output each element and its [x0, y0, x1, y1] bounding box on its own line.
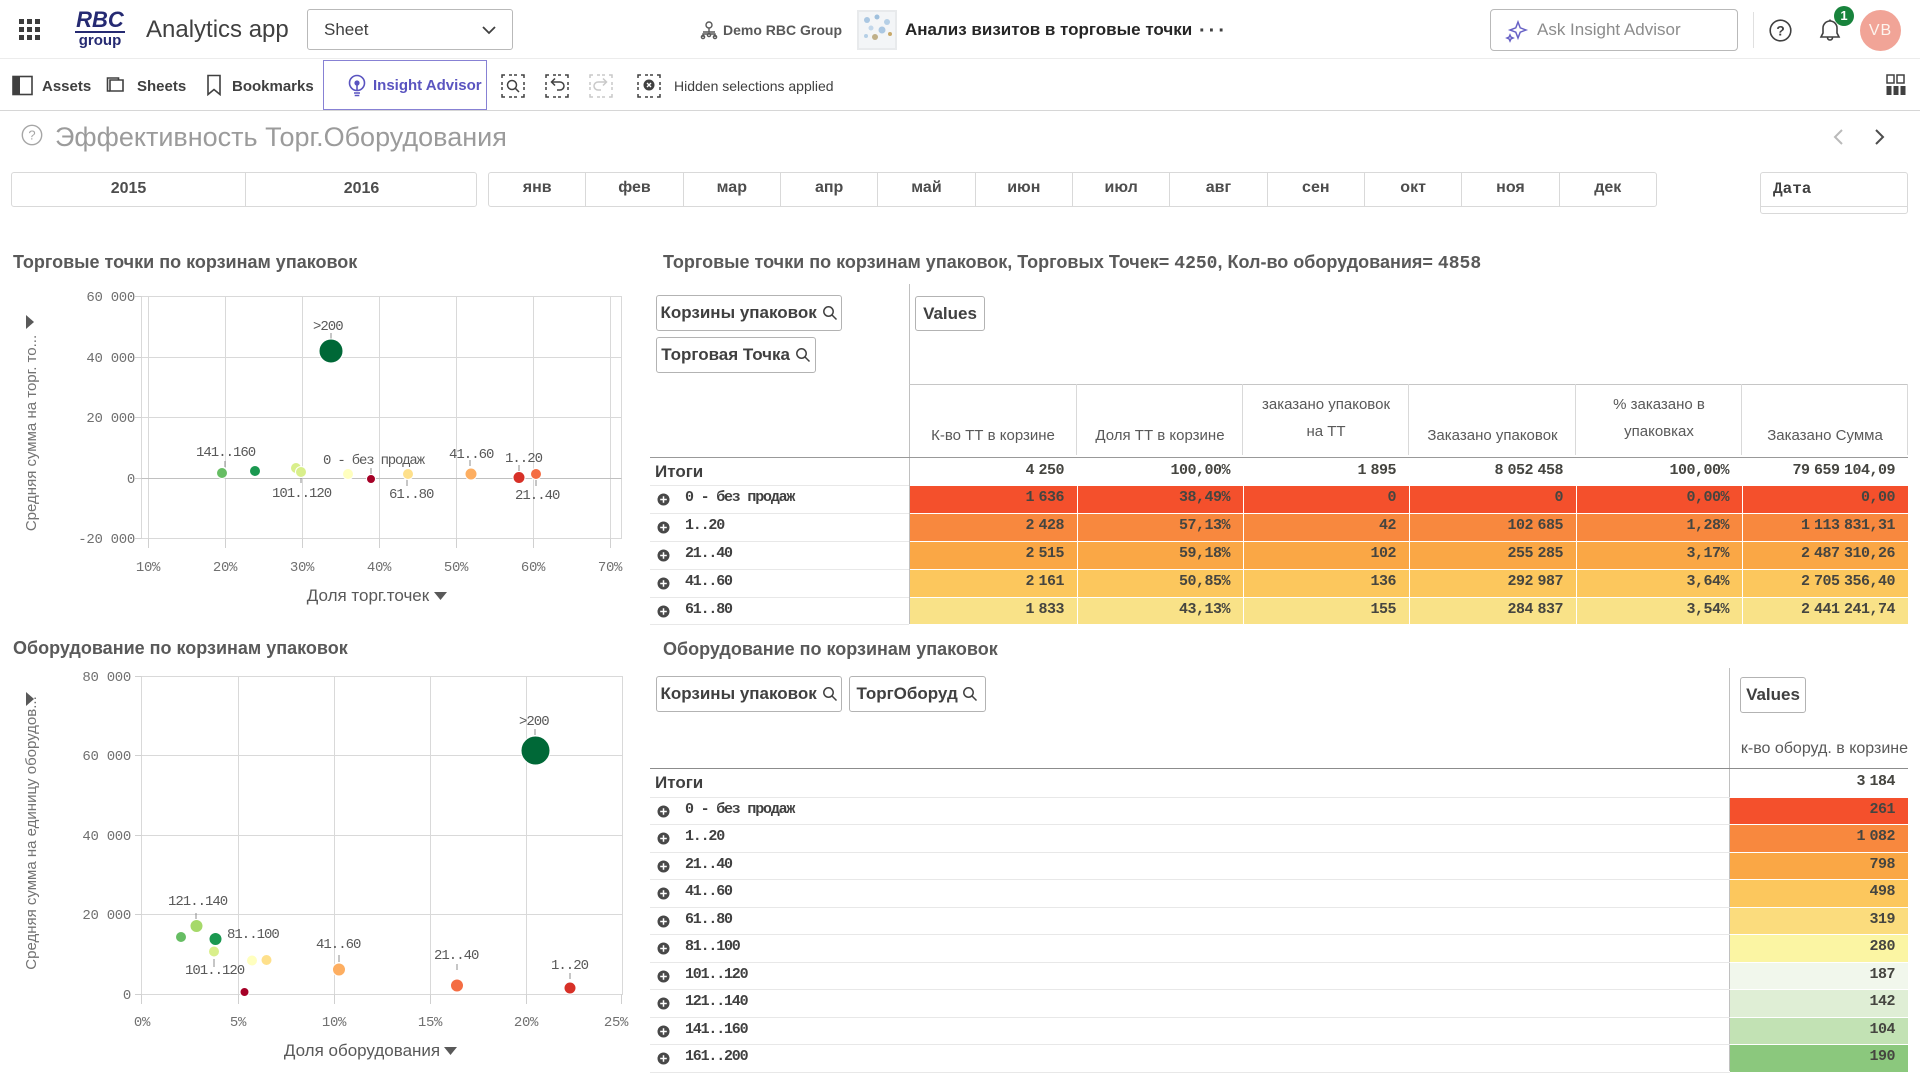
- svg-text:Средняя сумма на торг. то...: Средняя сумма на торг. то...: [23, 335, 40, 531]
- svg-text:1..20: 1..20: [551, 958, 589, 974]
- svg-text:101..120: 101..120: [272, 486, 332, 502]
- svg-text:20 000: 20 000: [86, 411, 135, 427]
- svg-text:10%: 10%: [322, 1015, 347, 1031]
- svg-text:30%: 30%: [290, 560, 315, 576]
- svg-text:60%: 60%: [521, 560, 546, 576]
- svg-text:>200: >200: [313, 319, 343, 335]
- svg-text:50%: 50%: [444, 560, 469, 576]
- svg-text:80 000: 80 000: [82, 670, 131, 686]
- svg-text:21..40: 21..40: [434, 948, 479, 964]
- svg-text:21..40: 21..40: [515, 488, 560, 504]
- svg-text:61..80: 61..80: [389, 487, 434, 503]
- svg-text:40%: 40%: [367, 560, 392, 576]
- svg-text:>200: >200: [519, 714, 549, 730]
- svg-text:Доля оборудования: Доля оборудования: [284, 1041, 440, 1060]
- svg-text:60 000: 60 000: [82, 749, 131, 765]
- svg-text:Средняя сумма на единицу обору: Средняя сумма на единицу оборудов...: [23, 696, 40, 969]
- svg-text:41..60: 41..60: [449, 447, 494, 463]
- svg-text:20%: 20%: [213, 560, 238, 576]
- svg-text:141..160: 141..160: [196, 445, 256, 461]
- svg-text:1..20: 1..20: [505, 451, 543, 467]
- svg-text:40 000: 40 000: [82, 829, 131, 845]
- svg-text:101..120: 101..120: [185, 963, 245, 979]
- svg-text:-20 000: -20 000: [78, 532, 135, 548]
- svg-text:0: 0: [127, 472, 135, 488]
- svg-text:121..140: 121..140: [168, 894, 228, 910]
- svg-text:0%: 0%: [134, 1015, 151, 1031]
- svg-text:5%: 5%: [230, 1015, 247, 1031]
- svg-text:Доля торг.точек: Доля торг.точек: [307, 586, 430, 605]
- svg-text:0: 0: [123, 988, 131, 1004]
- svg-text:Торговые точки по корзинам упа: Торговые точки по корзинам упаковок: [13, 252, 358, 272]
- svg-text:?: ?: [1776, 22, 1785, 38]
- svg-text:70%: 70%: [598, 560, 623, 576]
- svg-text:15%: 15%: [418, 1015, 443, 1031]
- svg-text:81..100: 81..100: [227, 927, 279, 943]
- svg-text:20%: 20%: [514, 1015, 539, 1031]
- svg-text:10%: 10%: [136, 560, 161, 576]
- svg-text:25%: 25%: [604, 1015, 629, 1031]
- svg-text:60 000: 60 000: [86, 290, 135, 306]
- svg-text:40 000: 40 000: [86, 351, 135, 367]
- svg-text:41..60: 41..60: [316, 937, 361, 953]
- svg-text:?: ?: [28, 128, 35, 143]
- svg-text:20 000: 20 000: [82, 908, 131, 924]
- svg-text:0 - без продаж: 0 - без продаж: [323, 452, 426, 469]
- svg-text:Оборудование по корзинам упако: Оборудование по корзинам упаковок: [13, 638, 349, 658]
